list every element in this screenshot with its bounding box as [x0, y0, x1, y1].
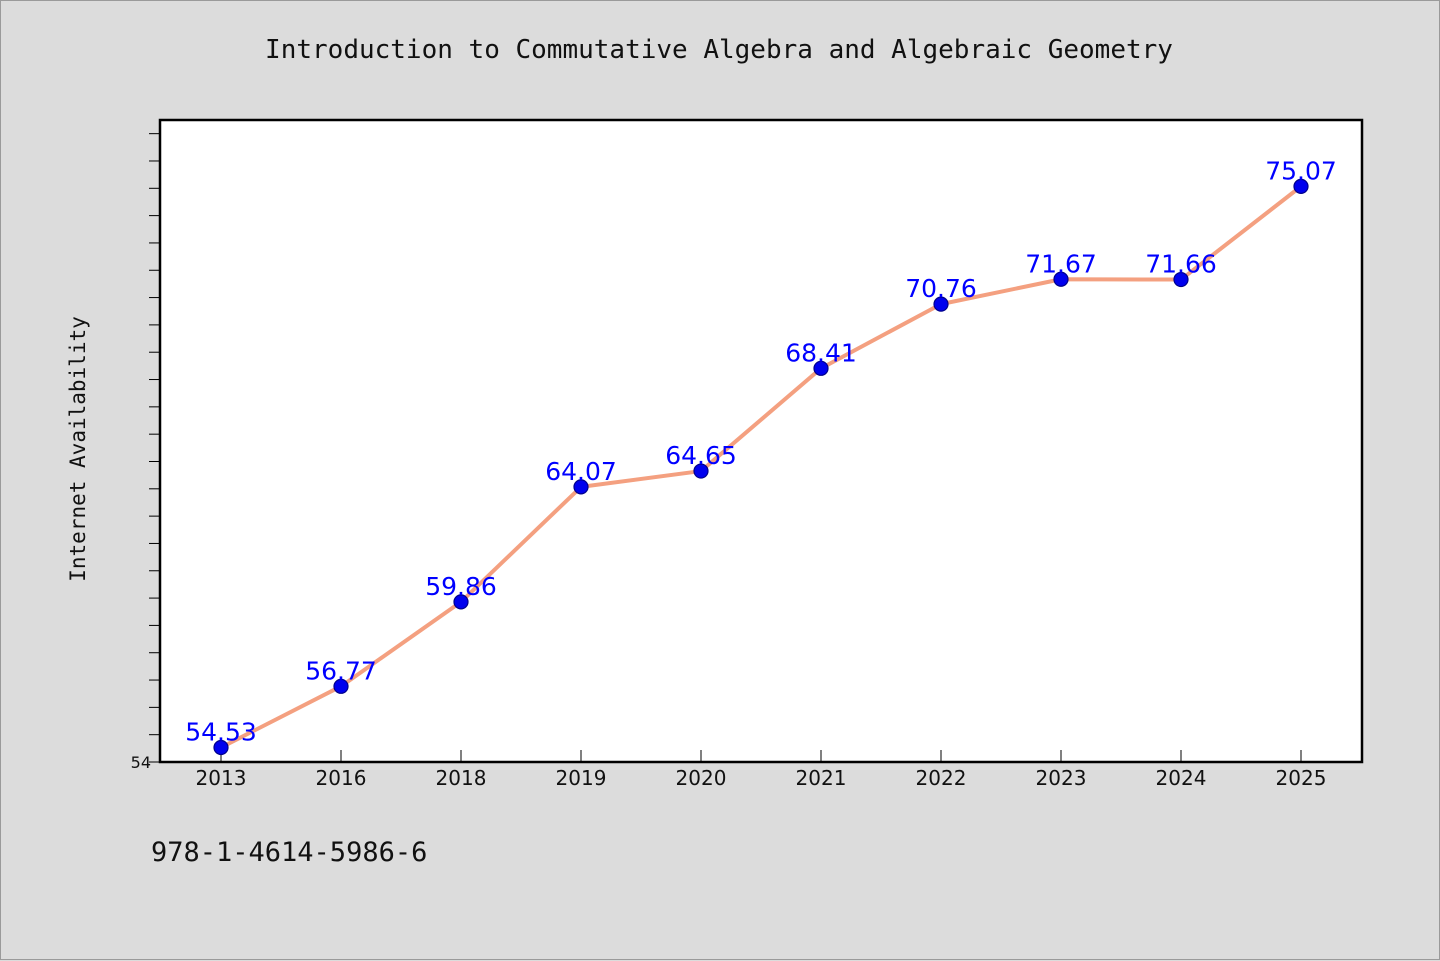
data-point — [693, 463, 709, 479]
data-label: 71.67 — [1025, 249, 1097, 278]
data-label: 75.07 — [1265, 156, 1337, 185]
data-labels: 54.53 56.77 59.86 64.07 64.65 68.41 70.76 71.67… — [185, 156, 1337, 746]
x-tick-label: 2019 — [556, 766, 607, 790]
data-point — [453, 594, 469, 610]
data-label: 70.76 — [905, 274, 977, 303]
x-tick-label: 2022 — [916, 766, 967, 790]
y-axis-label: Internet Availability — [66, 316, 90, 582]
data-label: 59.86 — [425, 572, 497, 601]
data-label: 54.53 — [185, 718, 257, 747]
series-line — [219, 184, 1303, 750]
x-tick-label: 2023 — [1036, 766, 1087, 790]
data-label: 64.65 — [665, 441, 737, 470]
data-point — [573, 479, 589, 495]
y-axis-ticks — [149, 133, 159, 763]
data-point — [1293, 178, 1309, 194]
data-point — [1173, 271, 1189, 288]
plot-area — [158, 118, 1364, 764]
x-tick-label: 2025 — [1276, 766, 1327, 790]
data-label: 64.07 — [545, 457, 617, 486]
x-tick-label: 2013 — [196, 766, 247, 790]
isbn-code: 978-1-4614-5986-6 — [151, 837, 428, 868]
x-tick-label: 2020 — [676, 766, 727, 790]
y-tick-label: 54 — [131, 753, 151, 772]
data-points — [213, 178, 1309, 756]
x-tick-label: 2024 — [1156, 766, 1207, 790]
data-label: 71.66 — [1145, 250, 1217, 279]
x-axis-ticks: 2013 2016 2018 2019 2020 2021 2022 2023 2024 2025 — [196, 750, 1327, 790]
data-point — [333, 678, 349, 694]
data-point — [933, 296, 949, 312]
x-tick-label: 2018 — [436, 766, 487, 790]
data-label: 56.77 — [305, 656, 377, 685]
chart-title: Introduction to Commutative Algebra and … — [265, 35, 1173, 65]
data-point — [1053, 271, 1069, 287]
data-label: 68.41 — [785, 338, 857, 367]
x-tick-label: 2021 — [796, 766, 847, 790]
data-point — [213, 739, 229, 756]
data-point — [813, 360, 829, 376]
x-tick-label: 2016 — [316, 766, 367, 790]
